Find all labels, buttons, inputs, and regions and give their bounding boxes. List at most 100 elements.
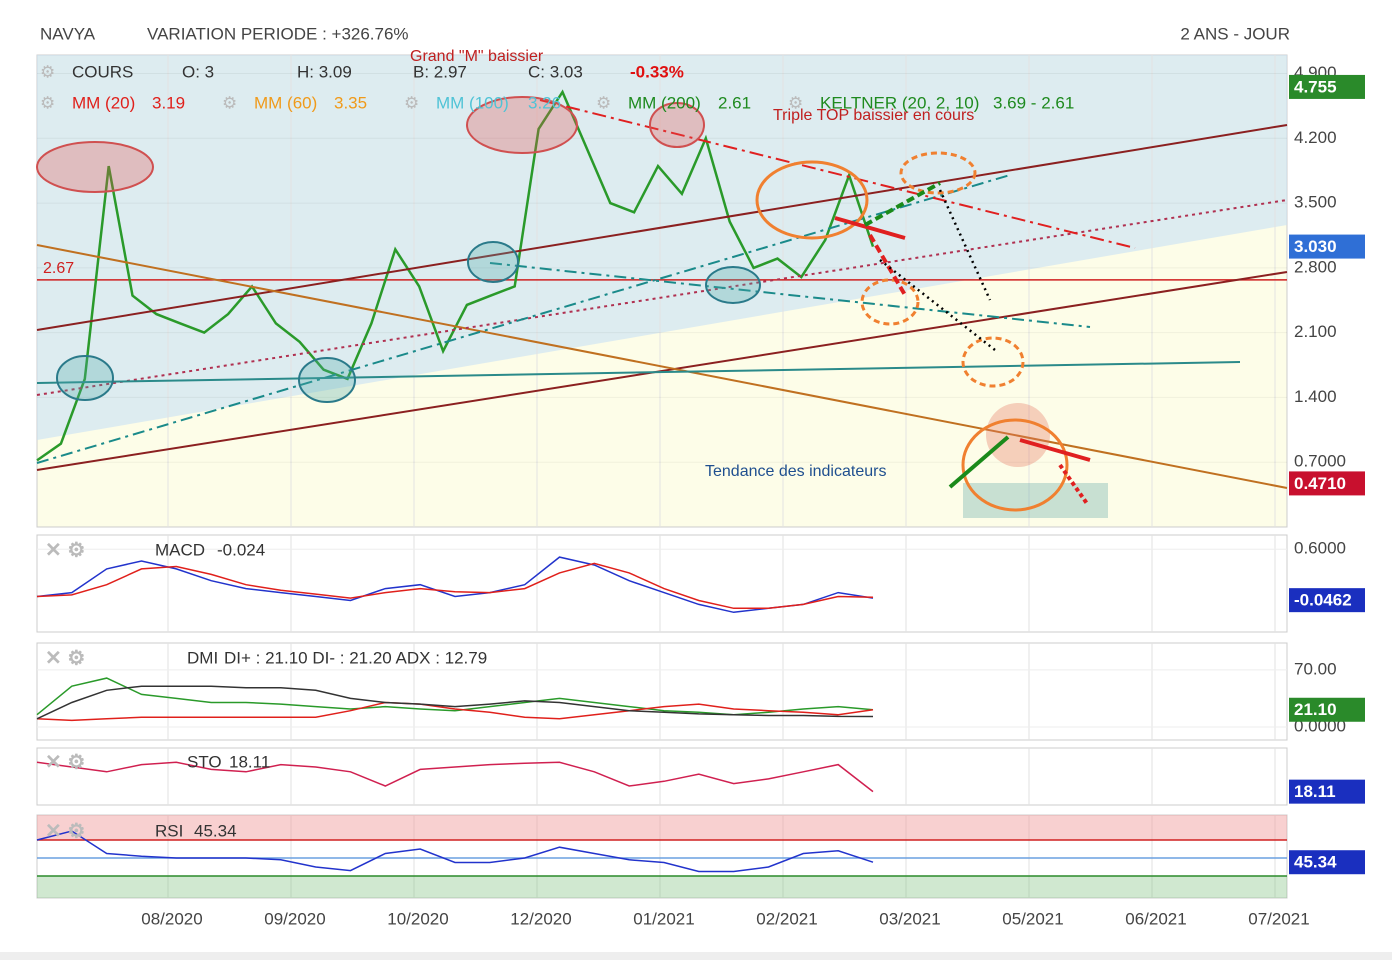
indicator-value: 2.61 (718, 93, 751, 112)
annotation: Grand "M" baissier (410, 48, 544, 65)
x-tick-label: 01/2021 (633, 909, 694, 928)
highlight (860, 278, 920, 326)
annotation: Triple TOP baissier en cours (773, 107, 974, 124)
indicator-name: MM (60) (254, 93, 317, 112)
highlight (298, 357, 356, 403)
ohlc: C: 3.03 (528, 62, 583, 81)
y-tick-label: 70.00 (1294, 659, 1337, 678)
value-badge (1289, 850, 1365, 875)
gear-icon: ⚙ (222, 93, 237, 112)
panel-icons: ✕ ⚙ (45, 539, 85, 561)
level-label: 2.67 (43, 260, 74, 277)
value-badge-label: 0.4710 (1294, 474, 1346, 493)
trend-line (36, 271, 1288, 471)
trend-line (489, 262, 1091, 328)
panel-frame (36, 642, 1288, 741)
panel-name: STO (187, 752, 222, 771)
indicator-name: MM (100) (436, 93, 509, 112)
highlight (705, 266, 761, 304)
value-badge (1289, 697, 1365, 722)
panels: 2.674.9004.2003.5002.8002.1001.4000.7000… (36, 54, 1365, 928)
change: -0.33% (630, 62, 684, 81)
panel-value: -0.024 (217, 540, 265, 559)
value-badge (1289, 588, 1365, 613)
x-tick-label: 12/2020 (510, 909, 571, 928)
indicator-name: KELTNER (20, 2, 10) (820, 93, 979, 112)
arrow (834, 216, 906, 240)
highlight (36, 141, 154, 193)
oversold-zone (37, 876, 1287, 898)
y-tick-label: 3.500 (1294, 193, 1337, 212)
y-tick-label: 2.800 (1294, 257, 1337, 276)
ohlc: H: 3.09 (297, 62, 352, 81)
value-badge-label: 4.755 (1294, 77, 1337, 96)
highlight (467, 241, 519, 283)
x-tick-label: 08/2020 (141, 909, 202, 928)
panel-value: 45.34 (194, 821, 237, 840)
gear-icon: ⚙ (40, 93, 55, 112)
panel-frame (36, 534, 1288, 633)
x-tick-label: 03/2021 (879, 909, 940, 928)
annotations-shapes (36, 96, 1288, 518)
trend-line (36, 174, 1011, 464)
highlight (899, 151, 977, 195)
annotation: Tendance des indicateurs (705, 463, 886, 480)
arrow (938, 189, 992, 301)
panel-name: DMI (187, 648, 218, 667)
arrow (864, 181, 941, 227)
y-tick-label: 1.400 (1294, 387, 1337, 406)
highlight (755, 160, 869, 240)
y-tick-label: 2.100 (1294, 322, 1337, 341)
series-line (36, 89, 875, 462)
panel-name: MACD (155, 540, 205, 559)
series-line (36, 685, 874, 720)
arrow (1019, 438, 1091, 462)
series-line (36, 556, 874, 614)
period[interactable]: 2 ANS - JOUR (1180, 24, 1290, 43)
highlight (986, 403, 1050, 467)
arrow (1058, 463, 1090, 507)
series-line (36, 761, 874, 793)
gear-icon: ⚙ (788, 93, 803, 112)
panel-value: DI+ : 21.10 DI- : 21.20 ADX : 12.79 (224, 648, 487, 667)
gear-icon: ⚙ (404, 93, 419, 112)
series-line (36, 830, 874, 873)
arrow (948, 435, 1010, 489)
overbought-zone (37, 815, 1287, 841)
trend-line (539, 99, 1136, 249)
highlight (961, 418, 1069, 512)
indicator-value: 3.19 (152, 93, 185, 112)
trend-line (36, 244, 1288, 489)
trend-line (36, 361, 1241, 384)
symbol: NAVYA (40, 24, 96, 43)
indicator-value: 3.69 - 2.61 (993, 93, 1074, 112)
gear-icon: ⚙ (596, 93, 611, 112)
y-tick-label: 0.6000 (1294, 539, 1346, 558)
series-line (36, 562, 874, 610)
value-badge-label: 21.10 (1294, 700, 1337, 719)
x-tick-label: 05/2021 (1002, 909, 1063, 928)
panel-frame (36, 814, 1288, 899)
y-tick-label: 4.200 (1294, 128, 1337, 147)
value-badge-label: 18.11 (1294, 782, 1336, 801)
x-tick-label: 06/2021 (1125, 909, 1186, 928)
x-tick-label: 07/2021 (1248, 909, 1309, 928)
value-badge-label: -0.0462 (1294, 591, 1352, 610)
value-badge (1289, 74, 1365, 99)
value-badge-label: 3.030 (1294, 237, 1337, 256)
value-badge (1289, 471, 1365, 496)
gear-icon: ⚙ (40, 62, 55, 81)
indicator-value: 3.26 (528, 93, 561, 112)
indicator-name: MM (20) (72, 93, 135, 112)
value-badge (1289, 779, 1365, 804)
variation: VARIATION PERIODE : +326.76% (147, 24, 409, 43)
highlight (56, 355, 114, 401)
bottom-strip (0, 952, 1392, 960)
x-tick-label: 10/2020 (387, 909, 448, 928)
indicator-value: 3.35 (334, 93, 367, 112)
panel-frame (36, 747, 1288, 806)
trend-line (36, 199, 1288, 396)
ohlc: B: 2.97 (413, 62, 467, 81)
indicator-name: MM (200) (628, 93, 701, 112)
